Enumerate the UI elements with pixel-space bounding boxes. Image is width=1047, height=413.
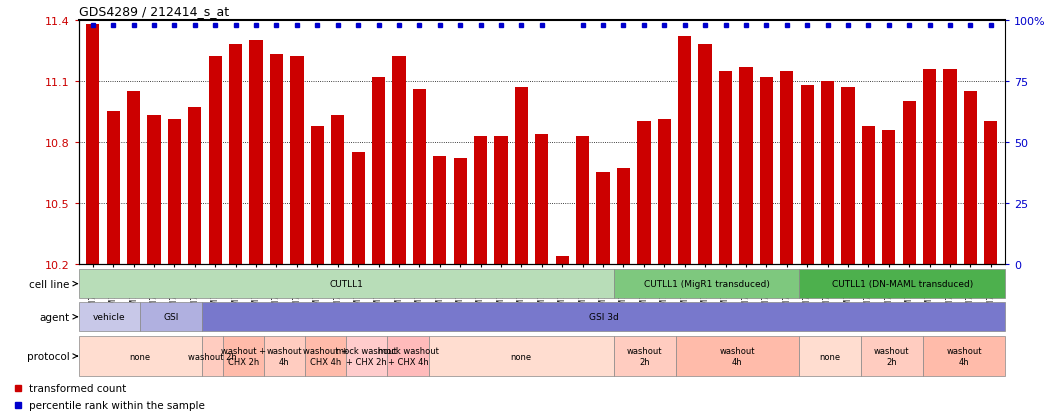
Bar: [249, 41, 263, 264]
Bar: [617, 169, 630, 264]
Bar: [556, 256, 569, 264]
Bar: [331, 116, 344, 264]
Text: washout +
CHX 4h: washout + CHX 4h: [304, 347, 348, 366]
Bar: [347, 336, 387, 376]
Bar: [428, 336, 614, 376]
Bar: [188, 108, 201, 264]
Bar: [719, 71, 732, 264]
Bar: [842, 88, 854, 264]
Bar: [223, 336, 264, 376]
Bar: [311, 126, 324, 264]
Bar: [413, 90, 426, 264]
Text: washout
4h: washout 4h: [946, 347, 982, 366]
Text: washout
2h: washout 2h: [627, 347, 663, 366]
Text: GSI 3d: GSI 3d: [588, 313, 619, 321]
Bar: [393, 57, 405, 264]
Bar: [964, 92, 977, 264]
Text: mock washout
+ CHX 4h: mock washout + CHX 4h: [378, 347, 439, 366]
Bar: [801, 85, 814, 264]
Bar: [168, 120, 181, 264]
Bar: [494, 136, 508, 264]
Text: cell line: cell line: [29, 279, 69, 289]
Bar: [474, 136, 487, 264]
Bar: [208, 57, 222, 264]
Text: GSI: GSI: [163, 313, 179, 321]
Bar: [387, 336, 428, 376]
Bar: [883, 131, 895, 264]
Bar: [760, 78, 773, 264]
Bar: [148, 116, 160, 264]
Bar: [678, 37, 691, 264]
Bar: [107, 112, 119, 264]
Bar: [202, 336, 223, 376]
Text: transformed count: transformed count: [29, 383, 126, 393]
Bar: [270, 55, 283, 264]
Bar: [984, 122, 998, 264]
Text: washout
4h: washout 4h: [719, 347, 755, 366]
Bar: [86, 25, 99, 264]
Bar: [79, 303, 140, 331]
Bar: [862, 126, 875, 264]
Text: none: none: [130, 352, 151, 361]
Bar: [658, 120, 671, 264]
Text: washout
4h: washout 4h: [267, 347, 303, 366]
Text: washout
2h: washout 2h: [874, 347, 910, 366]
Bar: [923, 69, 936, 264]
Text: GDS4289 / 212414_s_at: GDS4289 / 212414_s_at: [79, 5, 228, 18]
Bar: [453, 159, 467, 264]
Bar: [597, 173, 609, 264]
Text: CUTLL1 (MigR1 transduced): CUTLL1 (MigR1 transduced): [644, 280, 770, 288]
Text: washout +
CHX 2h: washout + CHX 2h: [221, 347, 266, 366]
Text: mock washout
+ CHX 2h: mock washout + CHX 2h: [336, 347, 397, 366]
Bar: [799, 270, 1005, 298]
Text: CUTLL1: CUTLL1: [329, 280, 363, 288]
Bar: [943, 69, 957, 264]
Bar: [79, 336, 202, 376]
Bar: [638, 122, 650, 264]
Bar: [264, 336, 305, 376]
Text: none: none: [511, 352, 532, 361]
Bar: [305, 336, 347, 376]
Text: percentile rank within the sample: percentile rank within the sample: [29, 400, 204, 410]
Bar: [352, 153, 364, 264]
Bar: [698, 45, 712, 264]
Text: protocol: protocol: [26, 351, 69, 361]
Bar: [614, 336, 675, 376]
Bar: [290, 57, 304, 264]
Bar: [614, 270, 799, 298]
Bar: [576, 136, 589, 264]
Bar: [372, 78, 385, 264]
Bar: [515, 88, 528, 264]
Text: CUTLL1 (DN-MAML transduced): CUTLL1 (DN-MAML transduced): [831, 280, 973, 288]
Bar: [79, 270, 614, 298]
Text: vehicle: vehicle: [93, 313, 126, 321]
Bar: [127, 92, 140, 264]
Bar: [675, 336, 799, 376]
Bar: [861, 336, 922, 376]
Text: none: none: [820, 352, 841, 361]
Bar: [202, 303, 1005, 331]
Text: agent: agent: [39, 312, 69, 322]
Text: washout 2h: washout 2h: [188, 352, 237, 361]
Bar: [535, 134, 549, 264]
Bar: [922, 336, 1005, 376]
Bar: [821, 82, 834, 264]
Bar: [229, 45, 242, 264]
Bar: [780, 71, 794, 264]
Bar: [903, 102, 916, 264]
Bar: [433, 157, 446, 264]
Bar: [739, 67, 753, 264]
Bar: [140, 303, 202, 331]
Bar: [799, 336, 861, 376]
